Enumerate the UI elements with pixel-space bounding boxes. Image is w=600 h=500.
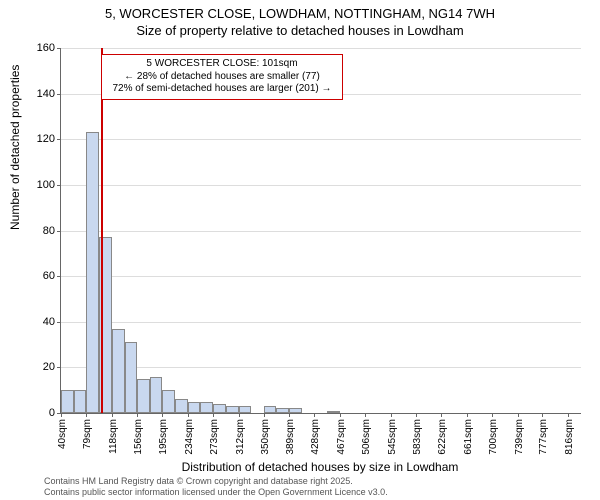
x-tick-label: 234sqm (184, 419, 195, 455)
title-line-2: Size of property relative to detached ho… (0, 23, 600, 40)
y-tick (57, 48, 61, 49)
x-tick-label: 389sqm (285, 419, 296, 455)
annotation-line-3: 72% of semi-detached houses are larger (… (108, 83, 336, 96)
x-tick (314, 413, 315, 417)
reference-marker (101, 48, 103, 413)
y-tick (57, 139, 61, 140)
x-tick-label: 156sqm (133, 419, 144, 455)
x-tick-label: 622sqm (437, 419, 448, 455)
histogram-bar (86, 132, 99, 413)
gridline (61, 367, 581, 368)
histogram-bar (61, 390, 74, 413)
chart-container: 5, WORCESTER CLOSE, LOWDHAM, NOTTINGHAM,… (0, 0, 600, 500)
histogram-bar (112, 329, 125, 413)
x-tick (61, 413, 62, 417)
x-tick-label: 816sqm (564, 419, 575, 455)
histogram-bar (125, 342, 138, 413)
x-tick (492, 413, 493, 417)
y-tick-label: 0 (15, 407, 55, 419)
x-tick-label: 777sqm (538, 419, 549, 455)
x-tick (112, 413, 113, 417)
x-tick-label: 506sqm (361, 419, 372, 455)
y-tick (57, 231, 61, 232)
x-tick (340, 413, 341, 417)
x-tick (467, 413, 468, 417)
histogram-bar (239, 406, 252, 413)
x-tick-label: 40sqm (57, 419, 68, 449)
histogram-bar (213, 404, 226, 413)
y-tick (57, 367, 61, 368)
x-tick-label: 583sqm (412, 419, 423, 455)
x-tick (365, 413, 366, 417)
footer-line-2: Contains public sector information licen… (44, 487, 388, 498)
x-tick (518, 413, 519, 417)
y-tick-label: 60 (15, 270, 55, 282)
x-tick-label: 312sqm (235, 419, 246, 455)
y-tick-label: 160 (15, 42, 55, 54)
x-tick (542, 413, 543, 417)
plot-area: 5 WORCESTER CLOSE: 101sqm ← 28% of detac… (60, 48, 581, 414)
histogram-bar (200, 402, 213, 413)
gridline (61, 139, 581, 140)
x-tick (188, 413, 189, 417)
histogram-bar (264, 406, 277, 413)
histogram-bar (137, 379, 150, 413)
x-tick (568, 413, 569, 417)
x-tick (213, 413, 214, 417)
x-tick-label: 428sqm (310, 419, 321, 455)
x-tick (264, 413, 265, 417)
chart-title: 5, WORCESTER CLOSE, LOWDHAM, NOTTINGHAM,… (0, 0, 600, 40)
y-tick (57, 94, 61, 95)
x-tick (391, 413, 392, 417)
annotation-box: 5 WORCESTER CLOSE: 101sqm ← 28% of detac… (101, 54, 343, 100)
histogram-bar (276, 408, 289, 413)
x-tick (441, 413, 442, 417)
y-tick (57, 322, 61, 323)
annotation-line-2: ← 28% of detached houses are smaller (77… (108, 71, 336, 84)
y-tick-label: 80 (15, 225, 55, 237)
x-tick (289, 413, 290, 417)
y-tick (57, 276, 61, 277)
gridline (61, 276, 581, 277)
x-tick-label: 195sqm (158, 419, 169, 455)
title-line-1: 5, WORCESTER CLOSE, LOWDHAM, NOTTINGHAM,… (0, 6, 600, 23)
histogram-bar (289, 408, 302, 413)
x-tick-label: 661sqm (463, 419, 474, 455)
x-tick (137, 413, 138, 417)
x-tick-label: 273sqm (209, 419, 220, 455)
gridline (61, 48, 581, 49)
y-tick-label: 120 (15, 133, 55, 145)
histogram-bar (188, 402, 201, 413)
histogram-bar (327, 411, 340, 413)
histogram-bar (162, 390, 175, 413)
histogram-bar (150, 377, 163, 414)
x-tick (162, 413, 163, 417)
x-tick-label: 545sqm (387, 419, 398, 455)
x-tick-label: 79sqm (82, 419, 93, 449)
x-tick (416, 413, 417, 417)
x-tick-label: 118sqm (108, 419, 119, 454)
y-tick-label: 20 (15, 361, 55, 373)
footer-attribution: Contains HM Land Registry data © Crown c… (44, 476, 388, 498)
y-tick-label: 100 (15, 179, 55, 191)
histogram-bar (175, 399, 188, 413)
footer-line-1: Contains HM Land Registry data © Crown c… (44, 476, 388, 487)
histogram-bar (226, 406, 239, 413)
x-tick-label: 467sqm (336, 419, 347, 455)
histogram-bar (74, 390, 87, 413)
gridline (61, 231, 581, 232)
x-axis-label: Distribution of detached houses by size … (60, 460, 580, 474)
gridline (61, 322, 581, 323)
y-tick-label: 40 (15, 316, 55, 328)
x-tick (86, 413, 87, 417)
x-tick-label: 700sqm (488, 419, 499, 455)
x-tick-label: 350sqm (260, 419, 271, 455)
annotation-line-1: 5 WORCESTER CLOSE: 101sqm (108, 58, 336, 71)
gridline (61, 185, 581, 186)
x-tick (239, 413, 240, 417)
y-tick (57, 185, 61, 186)
y-tick-label: 140 (15, 88, 55, 100)
x-tick-label: 739sqm (514, 419, 525, 455)
